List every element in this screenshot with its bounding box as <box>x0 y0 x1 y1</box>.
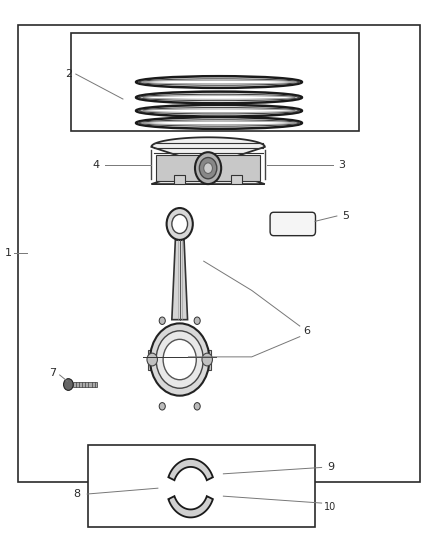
Text: 10: 10 <box>324 502 336 512</box>
Ellipse shape <box>138 79 300 85</box>
Text: 8: 8 <box>74 489 81 499</box>
Ellipse shape <box>138 94 300 101</box>
Bar <box>174 174 185 184</box>
Bar <box>203 350 211 370</box>
Ellipse shape <box>138 120 300 126</box>
Bar <box>231 174 242 184</box>
Text: 6: 6 <box>303 326 310 336</box>
Text: 1: 1 <box>5 248 12 258</box>
Bar <box>88 445 315 527</box>
Ellipse shape <box>138 108 300 114</box>
Polygon shape <box>172 240 187 320</box>
Text: 3: 3 <box>338 160 345 171</box>
Bar <box>18 25 420 482</box>
Text: 4: 4 <box>92 160 99 171</box>
Circle shape <box>204 163 212 173</box>
Text: 2: 2 <box>65 69 72 79</box>
Circle shape <box>199 158 217 179</box>
Circle shape <box>159 317 165 325</box>
Text: 5: 5 <box>342 211 349 221</box>
Circle shape <box>172 214 187 233</box>
Circle shape <box>147 353 157 366</box>
Circle shape <box>163 340 196 379</box>
Text: 7: 7 <box>49 368 56 378</box>
Circle shape <box>150 324 209 395</box>
Bar <box>148 350 155 370</box>
Text: 9: 9 <box>327 463 334 472</box>
Circle shape <box>159 402 165 410</box>
Polygon shape <box>168 459 213 480</box>
Polygon shape <box>168 496 213 518</box>
Bar <box>71 33 359 131</box>
Bar <box>155 155 261 181</box>
Circle shape <box>156 331 203 388</box>
Polygon shape <box>151 138 265 184</box>
Circle shape <box>194 402 200 410</box>
Circle shape <box>195 152 221 184</box>
Circle shape <box>194 317 200 325</box>
Bar <box>73 382 97 387</box>
Circle shape <box>64 378 73 390</box>
Circle shape <box>166 208 193 240</box>
FancyBboxPatch shape <box>270 212 315 236</box>
Circle shape <box>202 353 212 366</box>
